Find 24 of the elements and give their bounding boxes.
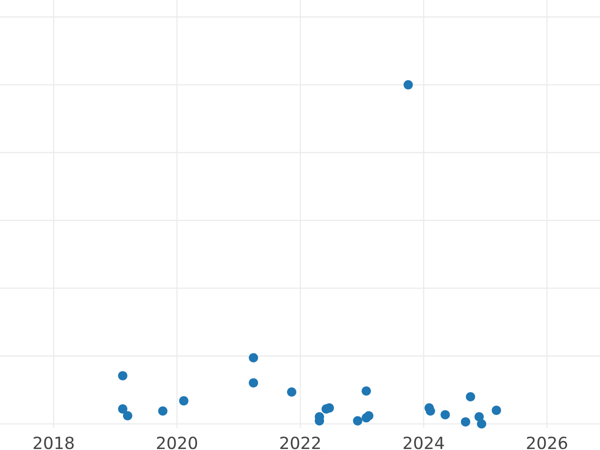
point — [460, 417, 470, 427]
point — [362, 386, 371, 396]
point — [122, 411, 132, 420]
point — [118, 371, 128, 380]
point — [466, 392, 476, 402]
point — [179, 396, 188, 406]
point — [248, 353, 258, 362]
point — [426, 406, 436, 416]
point — [248, 378, 258, 388]
point — [324, 403, 334, 413]
point — [287, 387, 296, 397]
point — [476, 419, 486, 429]
point — [118, 404, 128, 414]
x-tick-label: 2020 — [156, 436, 198, 450]
point — [364, 411, 374, 420]
point — [404, 80, 413, 90]
point — [353, 416, 362, 426]
point — [440, 410, 450, 420]
x-tick-label: 2018 — [34, 436, 74, 450]
point — [492, 406, 502, 415]
point — [158, 406, 168, 416]
x-tick-label: 2024 — [404, 436, 444, 450]
x-tick-label: 2026 — [526, 436, 568, 450]
x-tick-label: 2022 — [280, 436, 320, 450]
